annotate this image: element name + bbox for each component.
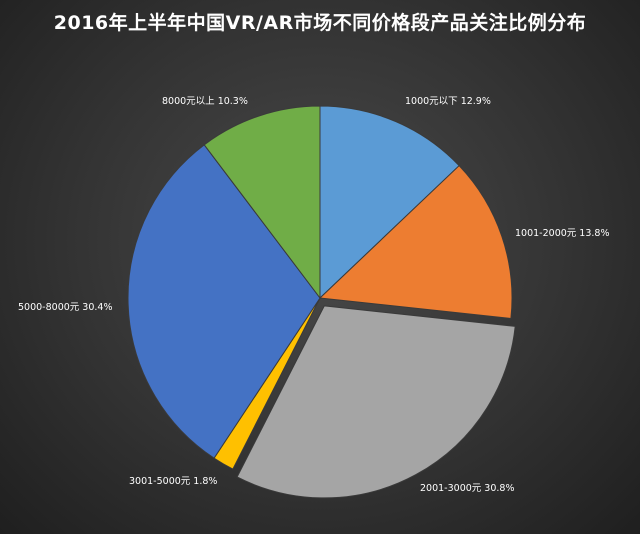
slice-label: 5000-8000元 30.4% [18,302,112,313]
slice-label: 8000元以上 10.3% [162,96,248,107]
pie-slice [127,144,321,459]
pie-slice [318,164,513,320]
slice-label: 2001-3000元 30.8% [420,483,514,494]
chart-title: 2016年上半年中国VR/AR市场不同价格段产品关注比例分布 [53,12,587,34]
pie-slice [203,105,321,300]
slice-label: 1001-2000元 13.8% [515,228,609,239]
slice-label: 3001-5000元 1.8% [129,476,217,487]
pie-slice [319,105,460,300]
pie-slice [236,305,516,499]
slice-label: 1000元以下 12.9% [405,96,491,107]
